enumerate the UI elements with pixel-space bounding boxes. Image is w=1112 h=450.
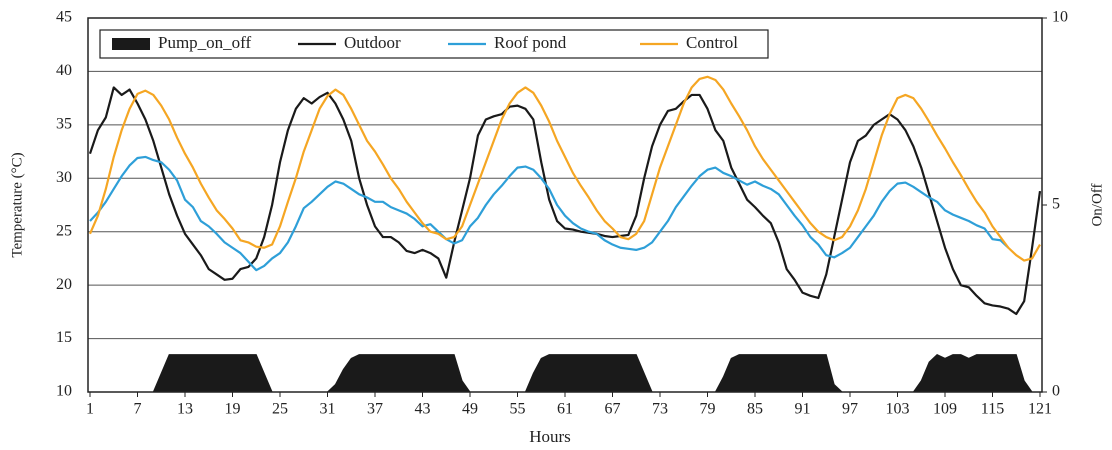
- x-tick-label: 91: [795, 401, 811, 418]
- y2-tick-label: 0: [1052, 383, 1060, 400]
- x-tick-label: 73: [652, 401, 668, 418]
- series-line: [88, 86, 1042, 316]
- legend-label: Roof pond: [494, 33, 567, 52]
- x-tick-label: 31: [320, 401, 336, 418]
- x-tick-label: 79: [700, 401, 716, 418]
- y2-tick-label: 5: [1052, 196, 1060, 213]
- series-line: [89, 155, 1010, 272]
- legend: Pump_on_off Outdoor Roof pond Control: [99, 29, 769, 59]
- x-axis-label: Hours: [529, 427, 571, 446]
- x-tick-label: 43: [415, 401, 431, 418]
- x-tick-label: 115: [981, 401, 1004, 418]
- pump-area: [90, 354, 1040, 393]
- x-tick-label: 85: [747, 401, 763, 418]
- legend-label: Control: [686, 33, 738, 52]
- x-tick-label: 25: [272, 401, 288, 418]
- y-axis-label: Temperature (°C): [9, 152, 25, 257]
- legend-label: Outdoor: [344, 33, 401, 52]
- x-tick-label: 67: [605, 401, 621, 418]
- y-tick-label: 10: [56, 383, 72, 400]
- x-tick-label: 97: [842, 401, 858, 418]
- y-tick-label: 45: [56, 9, 72, 26]
- y-tick-label: 35: [56, 116, 72, 133]
- legend-swatch: [112, 38, 150, 50]
- x-tick-label: 19: [225, 401, 241, 418]
- x-tick-label: 55: [510, 401, 526, 418]
- legend-label: Pump_on_off: [158, 33, 252, 52]
- y2-tick-label: 10: [1052, 9, 1068, 26]
- plot-frame: [87, 17, 1043, 393]
- x-tick-label: 103: [886, 401, 910, 418]
- x-tick-label: 109: [933, 401, 957, 418]
- y-tick-label: 20: [56, 276, 72, 293]
- x-tick-label: 7: [134, 401, 142, 418]
- x-tick-label: 49: [462, 401, 478, 418]
- y-tick-label: 40: [56, 62, 72, 79]
- y-tick-label: 15: [56, 329, 72, 346]
- y-tick-label: 30: [56, 169, 72, 186]
- x-tick-label: 121: [1028, 401, 1052, 418]
- x-tick-label: 13: [177, 401, 193, 418]
- y2-axis-label: On/Off: [1089, 183, 1105, 226]
- x-tick-label: 37: [367, 401, 383, 418]
- x-tick-label: 61: [557, 401, 573, 418]
- x-tick-label: 1: [86, 401, 94, 418]
- series-line: [88, 75, 1041, 262]
- y-tick-label: 25: [56, 222, 72, 239]
